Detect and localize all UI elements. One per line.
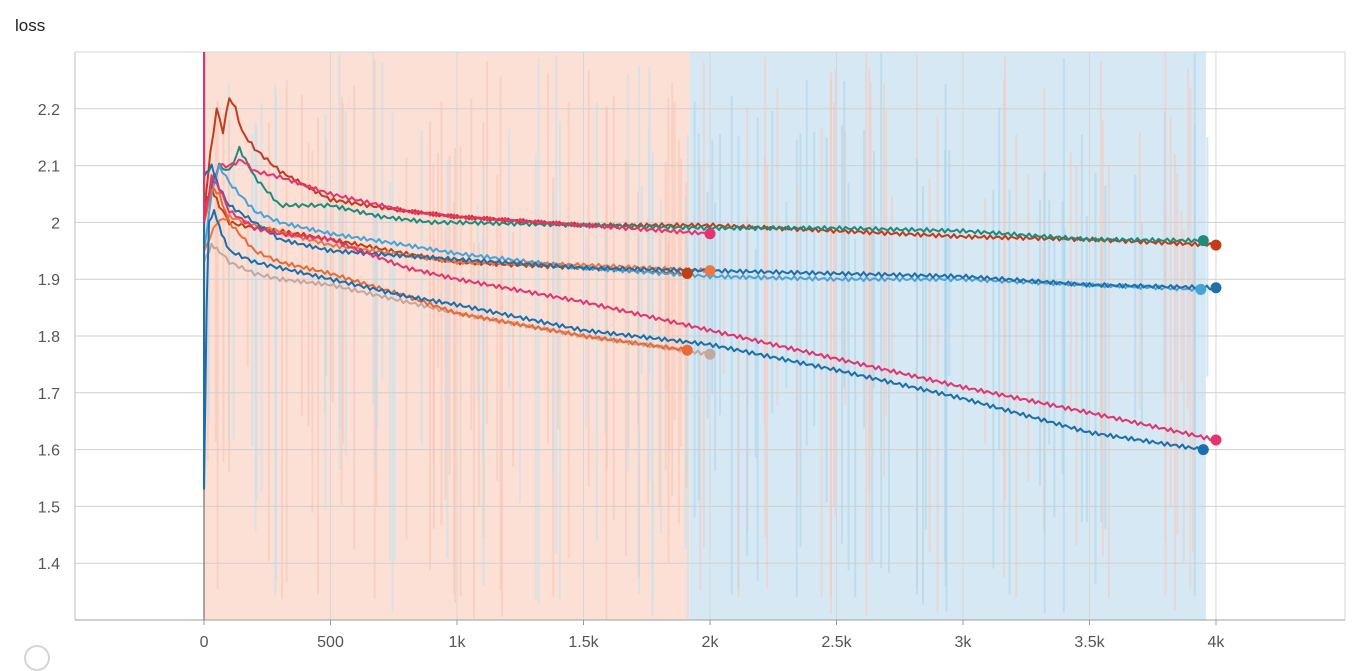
loss-chart: 1.4 1.5 1.6 1.7 1.8 1.9 2 2.1 2.2 0 500 1k 1.5k 2k 2.5… <box>38 51 1346 651</box>
y-tick-label: 2.1 <box>38 159 60 176</box>
series-end-point <box>681 268 693 280</box>
y-tick-label: 1.4 <box>38 556 60 573</box>
series-end-point <box>1210 282 1222 294</box>
series-line <box>203 174 1217 441</box>
series-end-point <box>1210 434 1222 446</box>
y-tick-label: 2.2 <box>38 102 60 119</box>
series-end-point <box>681 344 693 356</box>
series-end-point <box>1195 283 1207 295</box>
series-line <box>203 158 711 236</box>
series-end-point <box>1197 444 1209 456</box>
x-tick-label: 3.5k <box>1074 634 1105 651</box>
series-line <box>203 209 1204 490</box>
series-end-point <box>704 228 716 240</box>
y-tick-label: 1.9 <box>38 272 60 289</box>
series-end-point <box>704 348 716 360</box>
y-tick-label: 1.5 <box>38 499 60 516</box>
series-end-point <box>1210 239 1222 251</box>
x-tick-label: 3k <box>955 634 973 651</box>
x-tick-label: 1.5k <box>568 634 599 651</box>
series-line <box>203 242 711 356</box>
chart-title: loss <box>15 16 46 35</box>
x-tick-label: 4k <box>1208 634 1226 651</box>
series-line <box>203 187 688 353</box>
y-tick-label: 1.6 <box>38 443 60 460</box>
fit-domain-icon[interactable] <box>24 645 50 671</box>
y-tick-label: 1.7 <box>38 386 60 403</box>
y-tick-label: 1.8 <box>38 329 60 346</box>
x-tick-label: 1k <box>449 634 467 651</box>
series-end-point <box>704 265 716 277</box>
x-tick-label: 500 <box>317 634 344 651</box>
series-line <box>203 145 1204 244</box>
y-tick-label: 2 <box>51 215 60 232</box>
series-line <box>203 213 711 273</box>
x-tick-label: 2.5k <box>821 634 852 651</box>
smoothed-series <box>203 52 1217 490</box>
x-tick-label: 0 <box>200 634 209 651</box>
x-tick-label: 2k <box>702 634 720 651</box>
series-end-point <box>1197 235 1209 247</box>
